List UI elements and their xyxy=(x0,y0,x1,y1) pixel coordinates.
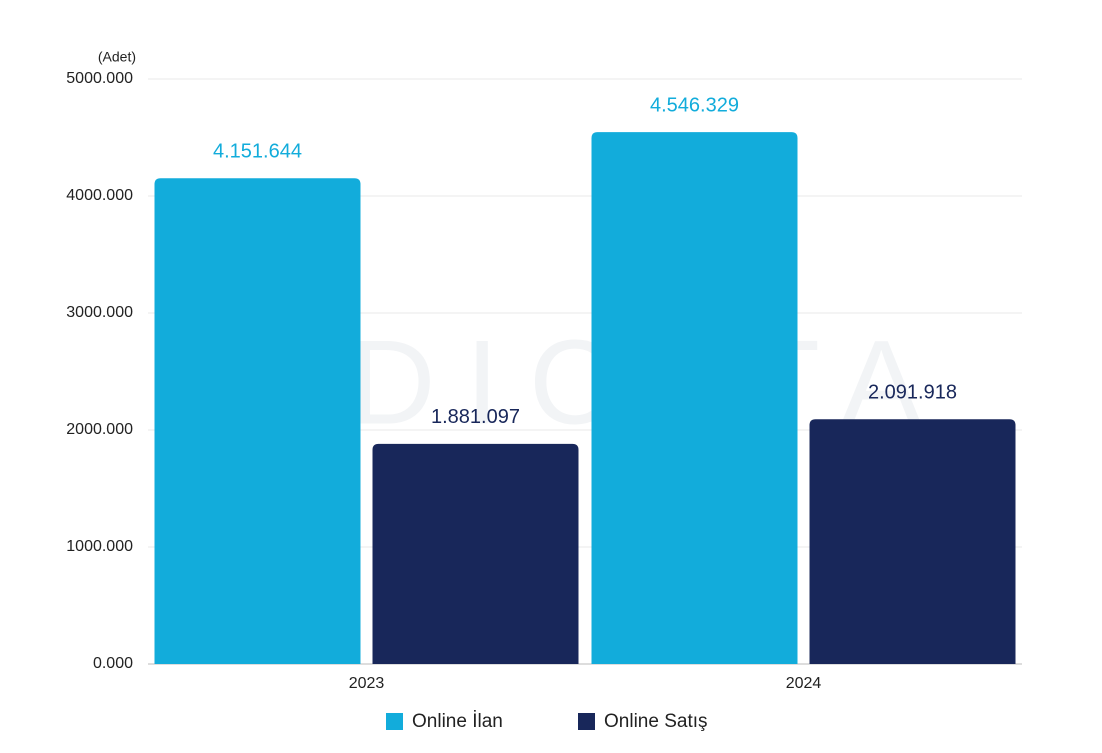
y-tick-label: 2000.000 xyxy=(66,421,133,438)
value-label: 4.546.329 xyxy=(650,94,739,116)
bar xyxy=(591,132,798,664)
y-tick-label: 3000.000 xyxy=(66,304,133,321)
y-axis-label: (Adet) xyxy=(98,49,136,65)
y-tick-label: 4000.000 xyxy=(66,187,133,204)
value-label: 1.881.097 xyxy=(431,406,520,428)
value-label: 2.091.918 xyxy=(868,382,957,404)
bar xyxy=(372,443,579,664)
value-label: 4.151.644 xyxy=(213,141,302,163)
legend-label: Online Satış xyxy=(604,711,708,732)
bar xyxy=(154,178,361,665)
bar xyxy=(809,419,1016,664)
legend-label: Online İlan xyxy=(412,711,503,732)
y-tick-label: 5000.000 xyxy=(66,70,133,87)
x-tick-label: 2023 xyxy=(349,675,385,692)
x-tick-label: 2024 xyxy=(786,675,822,692)
legend-swatch xyxy=(578,713,595,730)
y-tick-label: 0.000 xyxy=(93,655,133,672)
y-tick-label: 1000.000 xyxy=(66,538,133,555)
legend-swatch xyxy=(386,713,403,730)
